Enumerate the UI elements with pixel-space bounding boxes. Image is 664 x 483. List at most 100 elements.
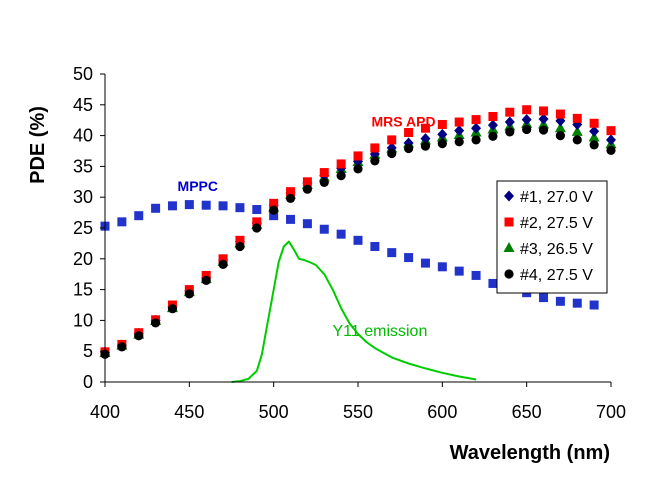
data-point: [454, 125, 465, 137]
x-tick-label: 450: [174, 402, 204, 422]
x-tick-label: 600: [427, 402, 457, 422]
x-tick-label: 400: [90, 402, 120, 422]
data-point: [201, 270, 211, 280]
data-point: [606, 126, 616, 136]
data-point: [454, 117, 464, 127]
legend-label: #1, 27.0 V: [520, 189, 593, 206]
labels-layer: Wavelength (nm) PDE (%): [27, 106, 610, 464]
legend: #1, 27.0 V #2, 27.5 V #3, 26.5 V #4, 27.5 V: [496, 180, 608, 294]
data-point: [471, 122, 482, 134]
legend-label: #3, 26.5 V: [520, 241, 593, 258]
data-point: [420, 141, 431, 151]
x-tick-label: 700: [596, 402, 626, 422]
data-point: [437, 139, 447, 149]
data-point: [571, 125, 583, 136]
data-point: [353, 151, 363, 161]
legend-label: #4, 27.5 V: [520, 267, 593, 284]
data-point: [522, 124, 532, 135]
data-point: [302, 219, 312, 229]
data-point: [285, 193, 296, 204]
data-point: [218, 259, 228, 269]
data-point: [420, 133, 431, 145]
x-axis-title: Wavelength (nm): [450, 442, 610, 464]
data-point: [504, 116, 515, 128]
data-point: [134, 211, 144, 221]
data-point: [201, 200, 211, 210]
data-point: [302, 184, 312, 194]
data-point: [404, 128, 414, 138]
data-point: [471, 135, 481, 145]
data-point: [167, 201, 177, 211]
x-tick-label: 550: [343, 402, 373, 422]
data-point: [252, 217, 262, 227]
data-point: [319, 224, 329, 234]
data-point: [218, 201, 228, 211]
annotation-label: Y11 emission: [332, 323, 427, 340]
data-point: [201, 275, 211, 285]
data-point: [454, 137, 464, 147]
axes-layer: 0 5 10 15 20 25 30 35 40 45 50 400 450 500 550 600 650 70…: [73, 64, 626, 422]
y-axis-title: PDE (%): [27, 106, 49, 184]
data-point: [286, 187, 296, 197]
data-point: [589, 125, 600, 137]
legend-box: [496, 180, 608, 294]
data-point: [437, 128, 448, 140]
data-point: [539, 293, 549, 303]
data-point: [471, 270, 481, 280]
data-point: [538, 113, 549, 125]
data-point: [302, 177, 312, 187]
data-point: [353, 235, 363, 245]
series-y11-emission: [231, 240, 477, 383]
data-point: [336, 229, 346, 239]
data-point: [505, 127, 515, 137]
data-point: [606, 145, 616, 155]
data-point: [488, 278, 498, 288]
legend-marker: [503, 242, 515, 252]
data-point: [269, 211, 279, 221]
data-point: [404, 253, 414, 263]
data-point: [235, 241, 245, 252]
legend-marker: [504, 269, 514, 279]
data-point: [370, 156, 380, 166]
annotation-layer: MPPC MRS APD Y11 emission: [178, 113, 436, 339]
data-point: [589, 140, 599, 150]
data-point: [370, 143, 380, 153]
data-point: [420, 258, 430, 268]
y-tick-label: 5: [83, 341, 93, 361]
data-point: [167, 304, 178, 314]
data-point: [437, 262, 447, 272]
y-tick-label: 0: [83, 372, 93, 392]
data-point: [184, 200, 194, 210]
data-point: [522, 105, 532, 115]
data-point: [606, 134, 616, 146]
data-point: [235, 203, 245, 213]
data-point: [487, 119, 498, 131]
data-point: [554, 122, 566, 133]
y-tick-label: 40: [73, 126, 93, 146]
series-layer: [99, 105, 617, 383]
x-tick-label: 500: [259, 402, 289, 422]
data-point: [151, 318, 161, 328]
data-point: [572, 113, 582, 123]
y-tick-label: 25: [73, 218, 93, 238]
data-point: [454, 266, 464, 276]
y-tick-label: 45: [73, 95, 93, 115]
data-point: [117, 217, 127, 227]
data-point: [370, 241, 380, 251]
data-point: [269, 198, 279, 208]
data-point: [488, 131, 498, 141]
data-point: [319, 168, 329, 178]
data-point: [471, 115, 481, 125]
data-point: [286, 214, 296, 224]
data-point: [404, 143, 414, 154]
data-point: [488, 112, 498, 122]
data-point: [572, 135, 582, 145]
data-point: [539, 106, 549, 116]
series-4-27-5-v: [100, 124, 616, 359]
data-point: [555, 109, 565, 119]
data-point: [538, 125, 549, 135]
data-point: [420, 123, 430, 133]
data-point: [184, 289, 194, 299]
data-point: [134, 331, 144, 341]
